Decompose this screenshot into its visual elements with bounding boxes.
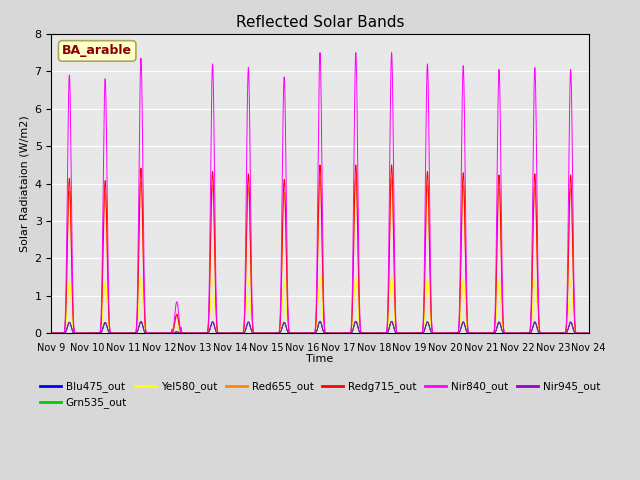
Legend: Blu475_out, Grn535_out, Yel580_out, Red655_out, Redg715_out, Nir840_out, Nir945_: Blu475_out, Grn535_out, Yel580_out, Red6…	[36, 377, 604, 413]
X-axis label: Time: Time	[307, 354, 333, 364]
Text: BA_arable: BA_arable	[62, 45, 132, 58]
Y-axis label: Solar Radiataion (W/m2): Solar Radiataion (W/m2)	[19, 115, 29, 252]
Title: Reflected Solar Bands: Reflected Solar Bands	[236, 15, 404, 30]
